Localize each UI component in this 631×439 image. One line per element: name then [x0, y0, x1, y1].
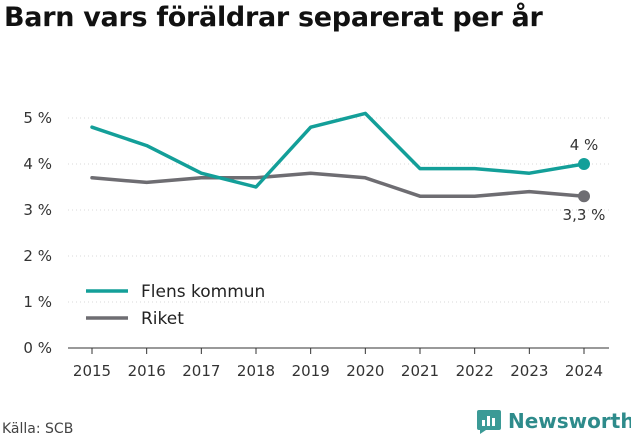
series-lines: 4 % 3,3 % [90, 111, 606, 224]
legend-label: Flens kommun [141, 282, 265, 302]
x-axis: 2015 2016 2017 2018 2019 2020 2021 2022 2023 2024 [68, 347, 609, 380]
y-tick-label: 0 % [23, 339, 52, 357]
y-tick-label: 5 % [23, 109, 52, 127]
series-line-riket [90, 171, 586, 198]
y-tick-label: 4 % [23, 155, 52, 173]
x-tick-label: 2024 [565, 362, 603, 380]
y-tick-label: 3 % [23, 201, 52, 219]
y-tick-label: 2 % [23, 247, 52, 265]
brand-logo[interactable]: Newsworthy [476, 408, 631, 434]
x-tick-label: 2023 [510, 362, 548, 380]
x-tick-label: 2015 [73, 362, 111, 380]
end-marker [578, 190, 590, 203]
end-value-label: 4 % [570, 136, 599, 154]
legend: Flens kommun Riket [86, 282, 265, 329]
x-tick-label: 2017 [182, 362, 220, 380]
y-axis-ticks: 0 % 1 % 2 % 3 % 4 % 5 % [23, 109, 52, 357]
series-line-flens-kommun [90, 111, 586, 189]
x-tick-label: 2016 [128, 362, 166, 380]
x-tick-label: 2021 [401, 362, 439, 380]
brand-name: Newsworthy [508, 409, 631, 433]
y-tick-label: 1 % [23, 293, 52, 311]
legend-label: Riket [141, 309, 184, 329]
end-value-label: 3,3 % [563, 206, 606, 224]
x-tick-label: 2019 [292, 362, 330, 380]
newsworthy-logo-icon [477, 410, 501, 434]
chart-title: Barn vars föräldrar separerat per år [4, 2, 543, 33]
x-tick-label: 2018 [237, 362, 275, 380]
x-tick-label: 2020 [346, 362, 384, 380]
end-marker [578, 158, 590, 170]
source-note: Källa: SCB [2, 421, 74, 437]
x-tick-label: 2022 [456, 362, 494, 380]
